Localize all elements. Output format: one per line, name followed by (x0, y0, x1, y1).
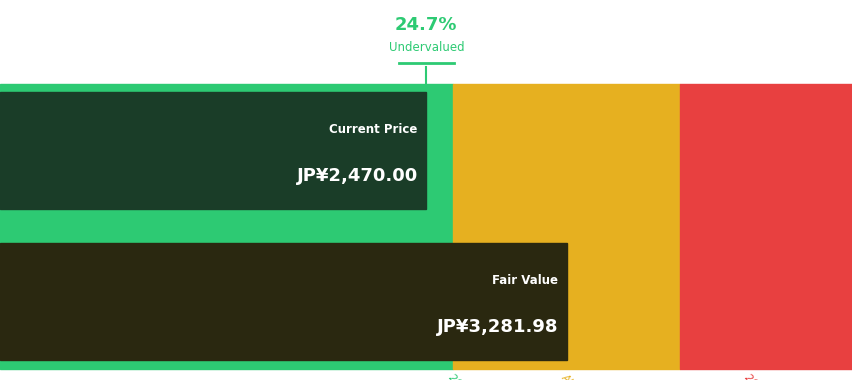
Text: Undervalued: Undervalued (389, 41, 463, 54)
Bar (0, 243, 566, 360)
Text: 20% Overvalued: 20% Overvalued (741, 372, 809, 380)
Text: Fair Value: Fair Value (492, 274, 557, 287)
Text: Current Price: Current Price (329, 123, 417, 136)
Text: 20% Undervalued: 20% Undervalued (446, 372, 518, 380)
Bar (452, 84, 679, 369)
Text: JP¥2,470.00: JP¥2,470.00 (296, 167, 417, 185)
Bar (679, 84, 852, 369)
Text: 24.7%: 24.7% (394, 16, 457, 34)
Text: JP¥3,281.98: JP¥3,281.98 (436, 318, 557, 336)
Bar (0, 92, 426, 209)
Text: About Right: About Right (559, 372, 609, 380)
Bar (0, 84, 452, 369)
